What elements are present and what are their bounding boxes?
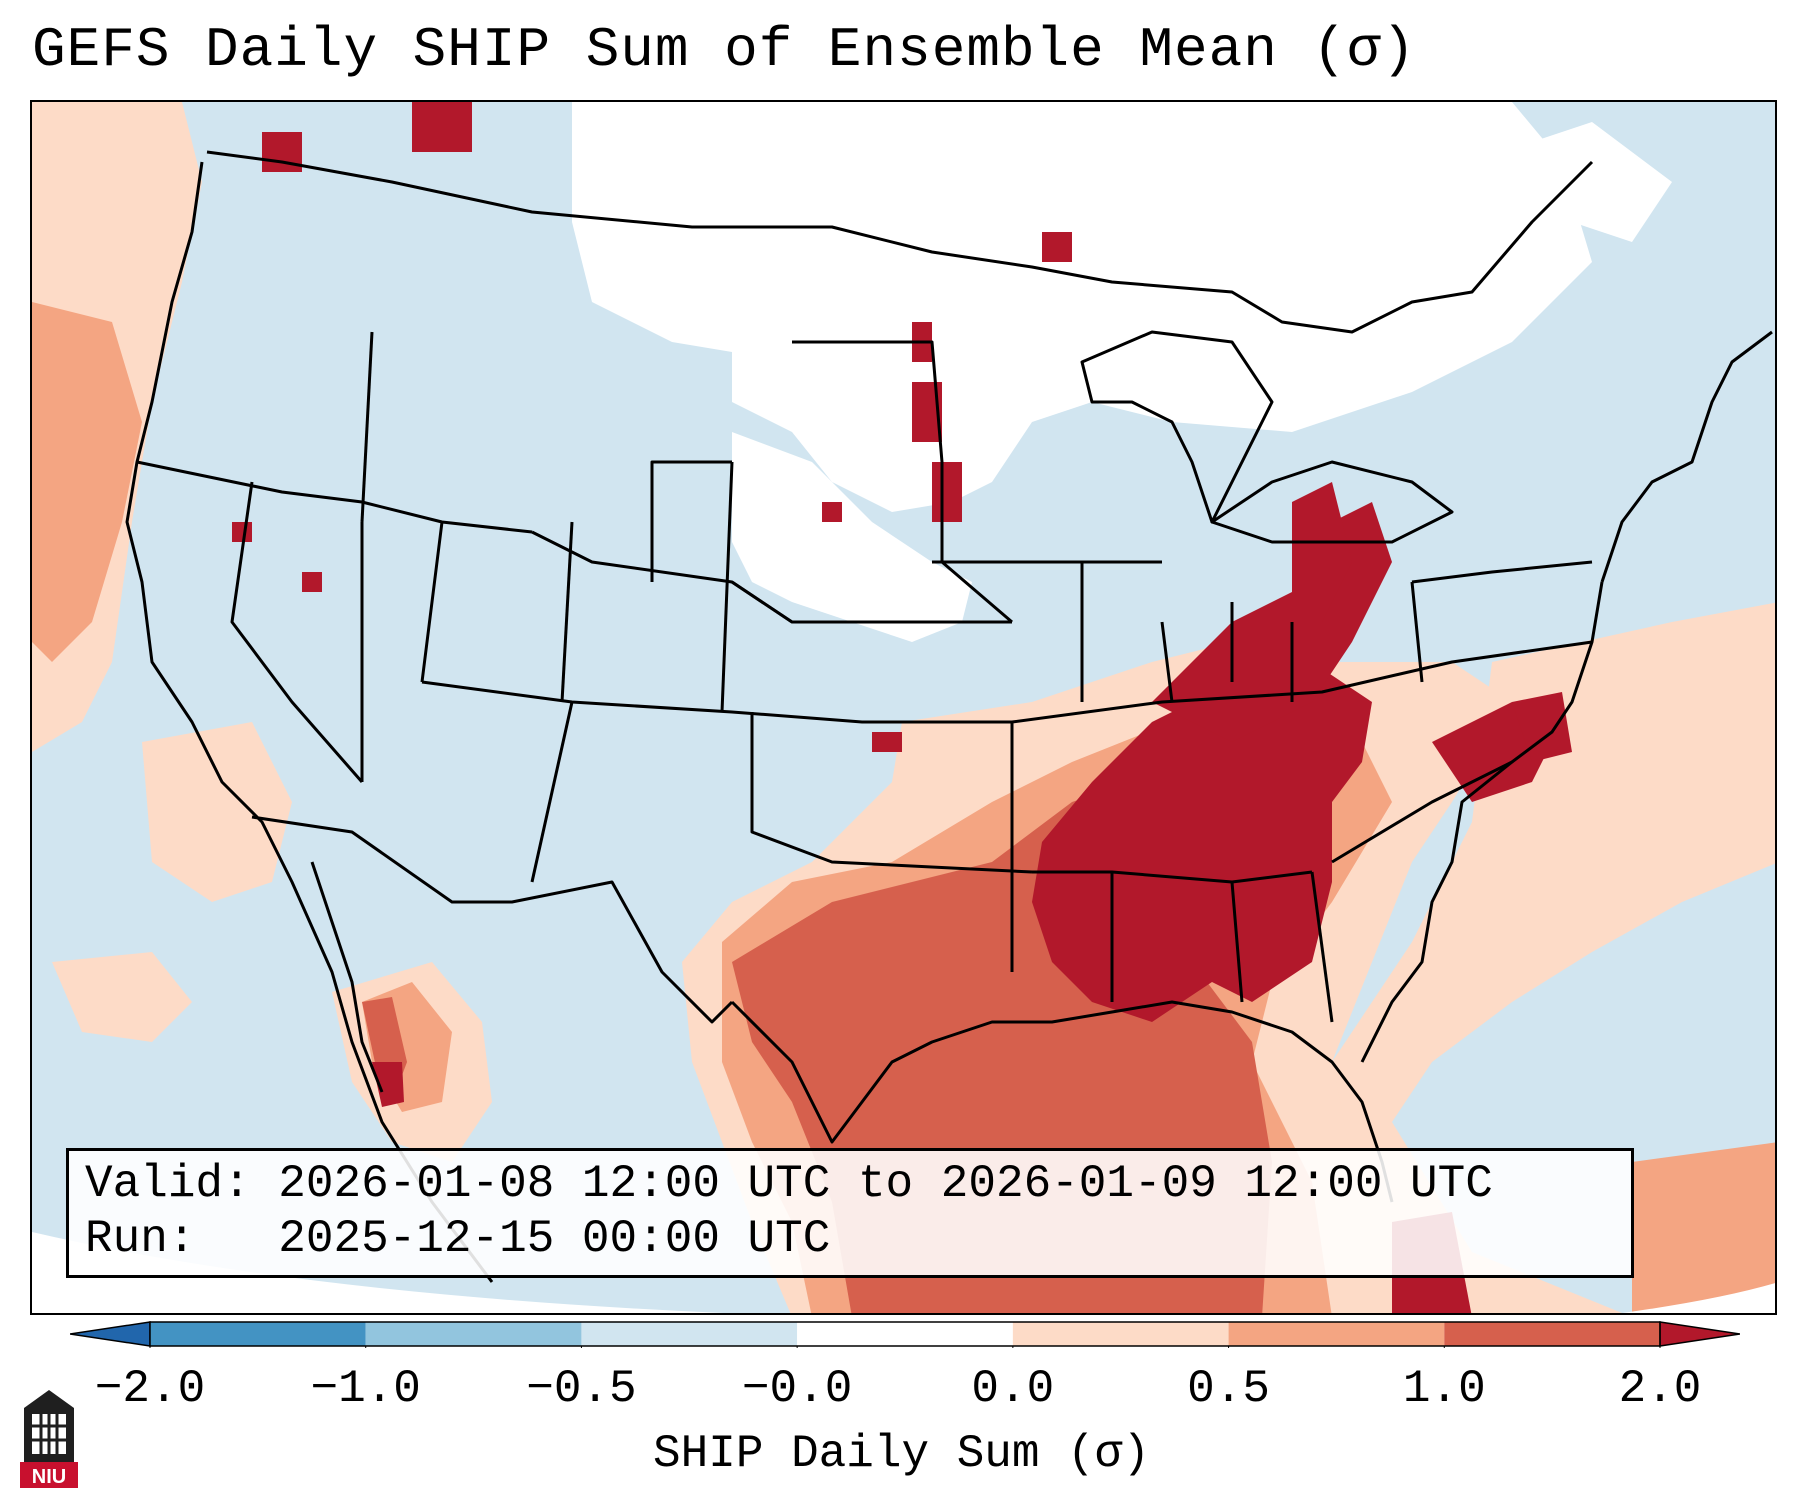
colorbar-tick-label: 2.0 bbox=[1618, 1363, 1702, 1415]
colorbar bbox=[70, 1321, 1740, 1348]
mexico-positive-anomaly bbox=[332, 962, 492, 1162]
colorbar-bin bbox=[797, 1322, 1013, 1346]
colorbar-tick-label: −0.0 bbox=[741, 1363, 853, 1415]
colorbar-bin bbox=[1444, 1322, 1660, 1346]
pacific-positive-anomaly bbox=[32, 102, 292, 1042]
colorbar-tick-label: −0.5 bbox=[526, 1363, 637, 1415]
colorbar-extend-low bbox=[70, 1321, 151, 1347]
colorbar-tick-label: 0.5 bbox=[1187, 1363, 1270, 1415]
domain-edge-left bbox=[32, 1232, 724, 1313]
colorbar-tick-label: −1.0 bbox=[310, 1363, 421, 1415]
map-title: GEFS Daily SHIP Sum of Ensemble Mean (σ) bbox=[32, 18, 1417, 82]
map-panel bbox=[30, 100, 1777, 1315]
run-time-value: 2025-12-15 00:00 UTC bbox=[278, 1213, 831, 1265]
colorbar-tick-label: −2.0 bbox=[94, 1363, 206, 1415]
valid-time-box: Valid: 2026-01-08 12:00 UTC to 2026-01-0… bbox=[66, 1148, 1634, 1278]
colorbar-bin bbox=[1012, 1322, 1229, 1346]
university-tower-icon: NIU bbox=[20, 1390, 78, 1488]
domain-edge-right bbox=[1622, 1283, 1775, 1313]
colorbar-extend-high bbox=[1659, 1321, 1740, 1347]
near-zero-region bbox=[572, 102, 1672, 642]
valid-time-value: 2026-01-08 12:00 UTC to 2026-01-09 12:00… bbox=[278, 1158, 1493, 1210]
boundaries bbox=[125, 150, 1773, 1283]
colorbar-bin bbox=[365, 1322, 582, 1346]
valid-label: Valid: bbox=[85, 1158, 251, 1210]
colorbar-bin bbox=[150, 1322, 366, 1346]
ship-anomaly-map bbox=[32, 102, 1775, 1313]
atlantic-positive-anomaly bbox=[1292, 602, 1775, 1313]
colorbar-tick-label: 1.0 bbox=[1402, 1363, 1486, 1415]
colorbar-tick-label: 0.0 bbox=[971, 1363, 1055, 1415]
colorbar-label: SHIP Daily Sum (σ) bbox=[653, 1428, 1150, 1480]
logo-text: NIU bbox=[32, 1466, 66, 1488]
run-label: Run: bbox=[85, 1213, 196, 1265]
strong-positive-anomaly bbox=[1032, 482, 1572, 1313]
colorbar-bin bbox=[1228, 1322, 1445, 1346]
colorbar-bin bbox=[581, 1322, 798, 1346]
isolated-anomaly-cells bbox=[232, 102, 1072, 752]
